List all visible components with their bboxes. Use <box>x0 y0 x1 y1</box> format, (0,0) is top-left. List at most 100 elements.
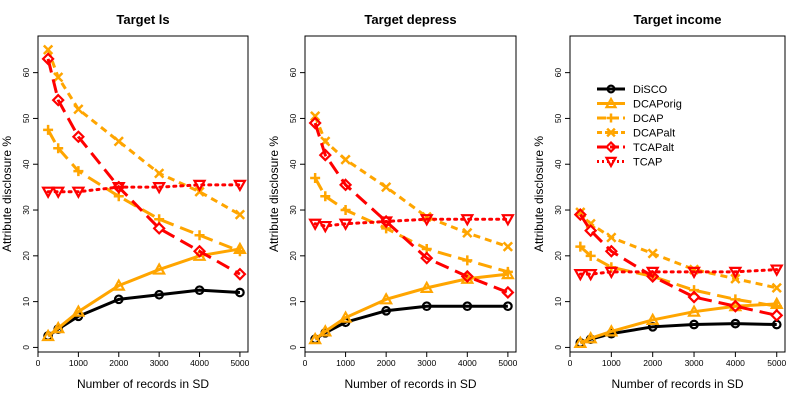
y-tick-label: 40 <box>288 159 298 169</box>
legend-label: DiSCO <box>633 84 668 96</box>
series-tcap <box>573 264 784 282</box>
data-point-tcap <box>645 266 660 280</box>
data-point-tcapalt <box>501 285 515 300</box>
data-point-dcap <box>73 166 84 177</box>
data-point-dcapalt <box>462 227 473 239</box>
data-point-dcapalt <box>310 111 321 122</box>
data-point-dcapalt <box>606 232 617 243</box>
legend-marker-tcapalt <box>604 140 618 154</box>
data-point-tcapalt <box>233 267 247 281</box>
x-tick-label: 3000 <box>150 358 169 368</box>
data-point-dcaporig <box>152 262 167 275</box>
x-axis-label: Number of records in SD <box>611 377 743 391</box>
data-point-dcapalt <box>42 44 54 55</box>
series-line <box>579 302 777 345</box>
data-point-dcap <box>340 205 351 216</box>
data-point-dcaporig <box>41 328 55 342</box>
data-point-dcapalt <box>53 72 64 83</box>
series-dcap <box>310 172 513 277</box>
x-tick-label: 3000 <box>685 358 704 368</box>
data-point-dcapalt <box>340 154 351 165</box>
legend-label: DCAPalt <box>633 128 675 140</box>
panel-title: Target depress <box>364 12 456 27</box>
data-point-tcapalt <box>318 148 332 162</box>
data-point-tcapalt <box>41 52 55 66</box>
y-axis-label: Attribute disclosure % <box>532 136 546 252</box>
plot-frame <box>569 35 786 353</box>
series-tcap <box>308 214 515 234</box>
data-point-tcapalt <box>646 269 660 283</box>
legend-label: TCAP <box>633 157 662 169</box>
y-tick-label: 10 <box>21 297 31 307</box>
data-point-tcap <box>573 269 588 282</box>
data-point-tcapalt <box>308 116 322 130</box>
x-tick-label: 4000 <box>190 358 209 368</box>
legend-label: DCAPorig <box>633 99 682 111</box>
series-line <box>314 272 509 341</box>
data-point-tcapalt <box>51 93 65 107</box>
x-tick-label: 4000 <box>458 358 477 368</box>
data-point-tcap <box>379 216 394 229</box>
series-line <box>46 58 241 276</box>
x-tick-label: 2000 <box>109 358 128 368</box>
data-point-tcap <box>308 218 323 232</box>
y-tick-label: 20 <box>21 251 31 261</box>
data-point-dcap <box>730 294 741 305</box>
data-point-dcaporig <box>192 248 207 261</box>
data-point-tcap <box>318 220 333 234</box>
y-tick-label: 50 <box>288 113 298 123</box>
data-point-disco <box>113 294 124 305</box>
y-tick-label: 10 <box>288 297 298 307</box>
data-point-tcapalt <box>604 244 618 258</box>
legend-marker-dcapalt <box>606 127 616 138</box>
data-point-disco <box>381 305 392 316</box>
y-tick-label: 40 <box>553 159 563 169</box>
panel-title: Target ls <box>116 12 169 27</box>
data-point-tcapalt <box>152 221 166 235</box>
y-tick-label: 20 <box>288 251 298 261</box>
x-axis-label: Number of records in SD <box>344 377 476 391</box>
data-point-dcaporig <box>573 335 588 348</box>
data-point-dcaporig <box>111 278 126 291</box>
data-point-dcaporig <box>604 324 619 337</box>
y-tick-label: 60 <box>21 68 31 78</box>
panel-1: Target ls 0 1000 2000 3000 4000 5000 0 10 20 30 40 5… <box>0 12 250 391</box>
data-point-tcap <box>71 186 86 199</box>
x-tick-label: 1000 <box>336 358 355 368</box>
legend-label: TCAPalt <box>633 142 674 154</box>
y-tick-label: 50 <box>553 113 563 123</box>
legend-marker-tcap <box>604 156 618 169</box>
data-point-tcapalt <box>192 244 207 258</box>
data-point-dcap <box>502 266 513 277</box>
x-tick-label: 5000 <box>230 358 249 368</box>
y-tick-label: 30 <box>21 205 31 215</box>
y-tick-label: 20 <box>553 251 563 261</box>
series-line <box>578 268 779 276</box>
data-point-disco <box>235 287 245 298</box>
y-tick-label: 50 <box>21 113 31 123</box>
series-tcapalt <box>308 116 515 300</box>
data-point-tcap <box>338 218 353 232</box>
plot-frame <box>304 35 517 353</box>
data-point-dcaporig <box>71 304 86 317</box>
data-point-disco <box>503 301 513 312</box>
series-dcapalt <box>310 111 514 252</box>
series-line <box>46 183 242 194</box>
panel-3: Target income 0 1000 2000 3000 4000 5000 0 10 20 3… <box>532 12 786 391</box>
data-point-dcaporig <box>338 310 353 323</box>
data-point-dcaporig <box>687 304 701 317</box>
data-point-tcapalt <box>687 290 701 304</box>
data-point-tcap <box>111 182 126 195</box>
data-point-dcaporig <box>308 331 323 345</box>
data-point-dcaporig <box>51 320 66 334</box>
series-dcap <box>43 124 245 257</box>
data-point-disco <box>154 289 165 300</box>
data-point-dcaporig <box>419 280 434 293</box>
y-tick-label: 10 <box>553 297 563 307</box>
series-dcaporig <box>308 266 515 345</box>
data-point-dcap <box>575 241 586 252</box>
data-point-dcaporig <box>379 292 394 305</box>
x-axis-label: Number of records in SD <box>77 377 209 391</box>
x-tick-label: 3000 <box>417 358 436 368</box>
